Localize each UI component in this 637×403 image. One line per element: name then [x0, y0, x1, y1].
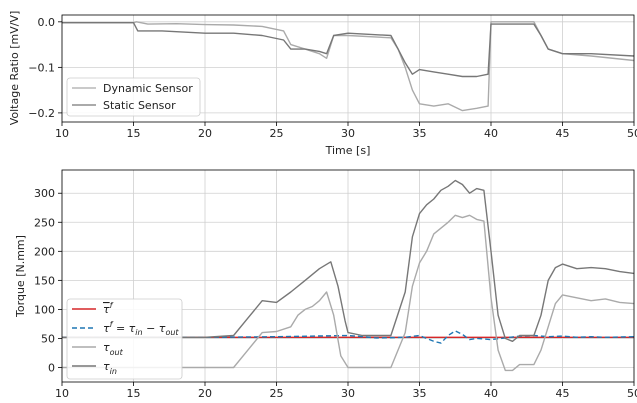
torque-y-tick-label: 100 [34, 303, 55, 316]
voltage-ratio-series-line-1 [62, 22, 634, 78]
voltage-ratio-x-label: Time [s] [325, 144, 371, 157]
voltage-ratio-x-tick-label: 25 [270, 127, 284, 140]
voltage-ratio-y-tick-label: 0.0 [38, 16, 56, 29]
torque-series-line-3 [62, 179, 634, 342]
torque-series-line-1 [62, 330, 634, 344]
voltage-ratio-plot: 10 15 20 25 30 35 40 45 50 0.0 −0.1 −0.2 Time [s] V… [8, 11, 637, 157]
torque-y-tick-label: 150 [34, 274, 55, 287]
torque-x-tick-label: 50 [627, 387, 637, 400]
torque-plot: 10 15 20 25 30 35 40 45 50 0 50 100 150 200 250 300 Tor… [14, 169, 637, 400]
torque-y-label: Torque [N.mm] [14, 235, 27, 318]
voltage-ratio-x-tick-label: 45 [556, 127, 570, 140]
torque-y-tick-label: 0 [48, 361, 55, 374]
torque-x-tick-label: 35 [413, 387, 427, 400]
torque-x-tick-label: 40 [484, 387, 498, 400]
voltage-ratio-x-tick-label: 30 [341, 127, 355, 140]
voltage-ratio-y-tick-label: −0.1 [28, 61, 55, 74]
legend-label-static-sensor: Static Sensor [103, 99, 176, 112]
torque-x-tick-label: 30 [341, 387, 355, 400]
voltage-ratio-y-label: Voltage Ratio [mV/V] [8, 11, 21, 126]
legend-label-torque-0: τf [103, 301, 114, 316]
voltage-ratio-x-tick-label: 20 [198, 127, 212, 140]
legend-label-torque-2: τout [103, 341, 124, 357]
voltage-ratio-x-tick-label: 40 [484, 127, 498, 140]
legend-box [66, 77, 201, 117]
voltage-ratio-x-tick-label: 10 [55, 127, 69, 140]
legend-box [66, 298, 183, 380]
voltage-ratio-legend: Dynamic Sensor Static Sensor [66, 77, 201, 117]
voltage-ratio-x-tick-label: 50 [627, 127, 637, 140]
torque-ticks: 10 15 20 25 30 35 40 45 50 0 50 100 150 200 250 300 [34, 187, 637, 400]
torque-y-tick-label: 250 [34, 216, 55, 229]
torque-x-tick-label: 20 [198, 387, 212, 400]
torque-x-tick-label: 10 [55, 387, 69, 400]
legend-label-torque-3: τin [103, 360, 117, 376]
torque-legend: τf τf = τin − τout τout τin [66, 298, 183, 380]
torque-y-tick-label: 300 [34, 187, 55, 200]
legend-label-dynamic-sensor: Dynamic Sensor [103, 82, 193, 95]
voltage-ratio-ticks: 10 15 20 25 30 35 40 45 50 0.0 −0.1 −0.2 [28, 16, 637, 140]
voltage-ratio-y-tick-label: −0.2 [28, 107, 55, 120]
torque-x-tick-label: 25 [270, 387, 284, 400]
voltage-ratio-x-tick-label: 35 [413, 127, 427, 140]
legend-label-torque-1: τf = τin − τout [103, 320, 179, 337]
voltage-ratio-series [62, 21, 634, 112]
torque-y-tick-label: 50 [41, 332, 55, 345]
torque-y-tick-label: 200 [34, 245, 55, 258]
torque-x-tick-label: 15 [127, 387, 141, 400]
torque-series-line-2 [62, 214, 634, 372]
torque-x-tick-label: 45 [556, 387, 570, 400]
voltage-ratio-x-tick-label: 15 [127, 127, 141, 140]
